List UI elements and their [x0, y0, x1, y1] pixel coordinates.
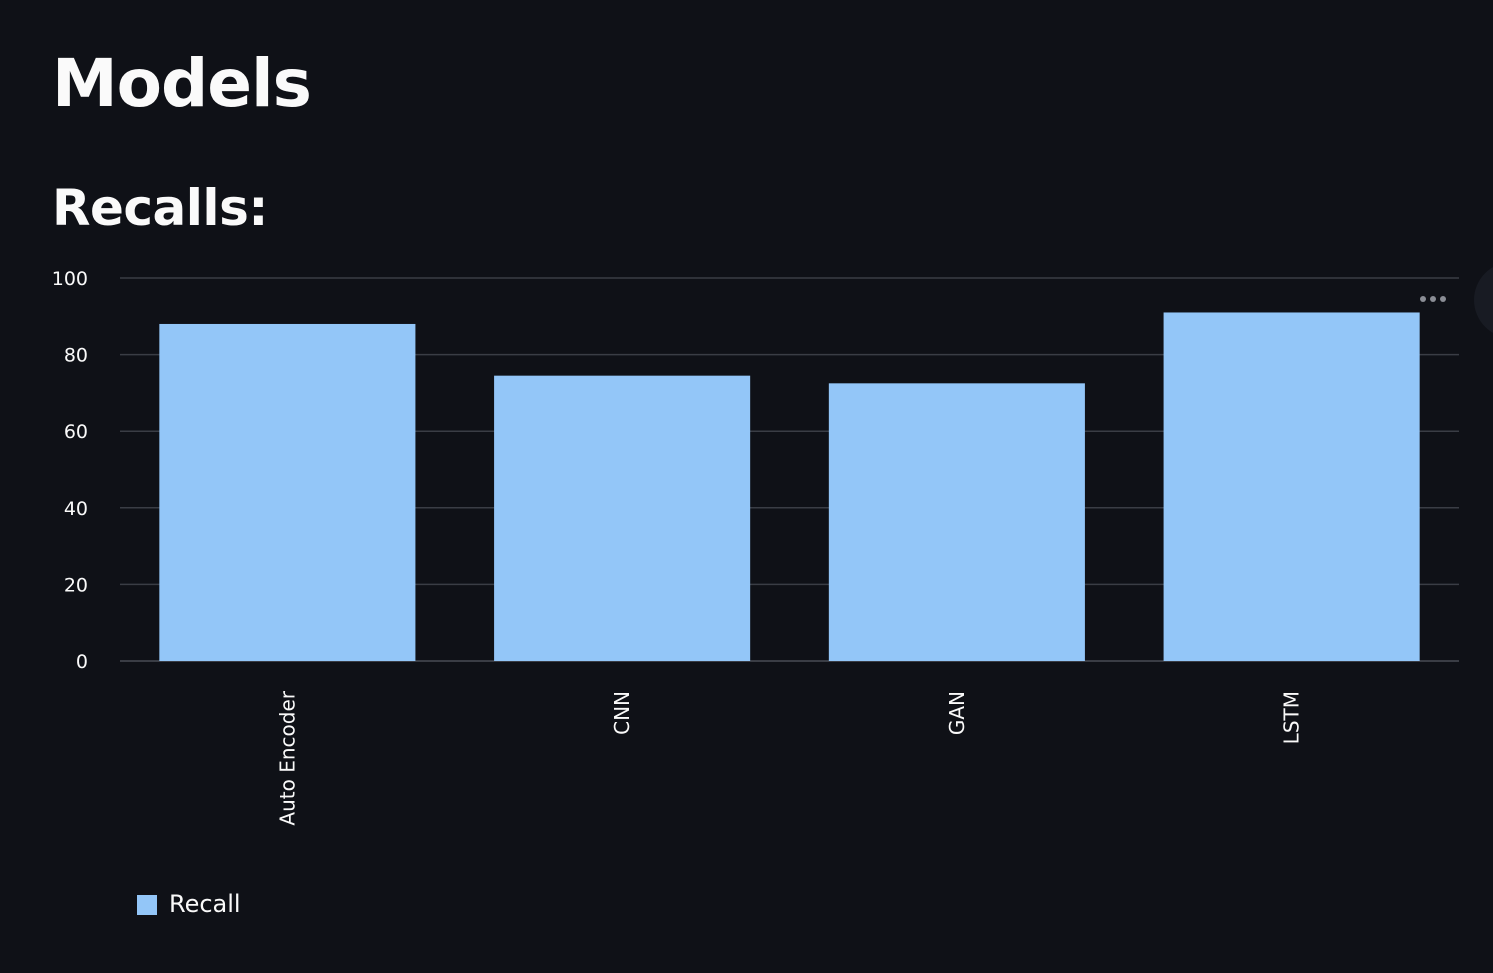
bar-auto-encoder[interactable]: [159, 323, 416, 661]
chart-svg: 0 20 40 60 80 100 Auto Encoder CNN GAN LSTM Reca…: [52, 268, 1459, 918]
y-tick-label: 40: [64, 498, 88, 520]
menu-dot: [1440, 296, 1446, 302]
bar-layer: [159, 312, 1420, 661]
y-tick-label: 60: [64, 421, 88, 443]
menu-dot: [1420, 296, 1426, 302]
y-tick-layer: 0 20 40 60 80 100: [52, 268, 88, 673]
y-tick-label: 0: [76, 651, 88, 673]
legend[interactable]: Recall: [137, 890, 241, 918]
bar-gan[interactable]: [828, 383, 1085, 661]
bar-chart: 0 20 40 60 80 100 Auto Encoder CNN GAN LSTM Reca…: [0, 250, 1493, 950]
more-options-icon[interactable]: [1414, 286, 1452, 312]
x-tick-label: CNN: [610, 691, 634, 735]
y-tick-label: 20: [64, 574, 88, 596]
menu-dot: [1430, 296, 1436, 302]
legend-label: Recall: [169, 890, 241, 918]
section-title: Recalls:: [52, 179, 268, 237]
x-tick-label: GAN: [945, 691, 969, 735]
page-title: Models: [52, 45, 312, 122]
bar-cnn[interactable]: [494, 375, 751, 661]
edge-shadow-circle: [1474, 262, 1493, 338]
x-tick-label: Auto Encoder: [275, 690, 299, 825]
x-tick-label: LSTM: [1280, 691, 1304, 744]
y-tick-label: 80: [64, 345, 88, 367]
legend-swatch: [137, 895, 157, 915]
bar-lstm[interactable]: [1163, 312, 1420, 661]
x-tick-layer: Auto Encoder CNN GAN LSTM: [275, 690, 1303, 825]
y-tick-label: 100: [52, 268, 88, 290]
